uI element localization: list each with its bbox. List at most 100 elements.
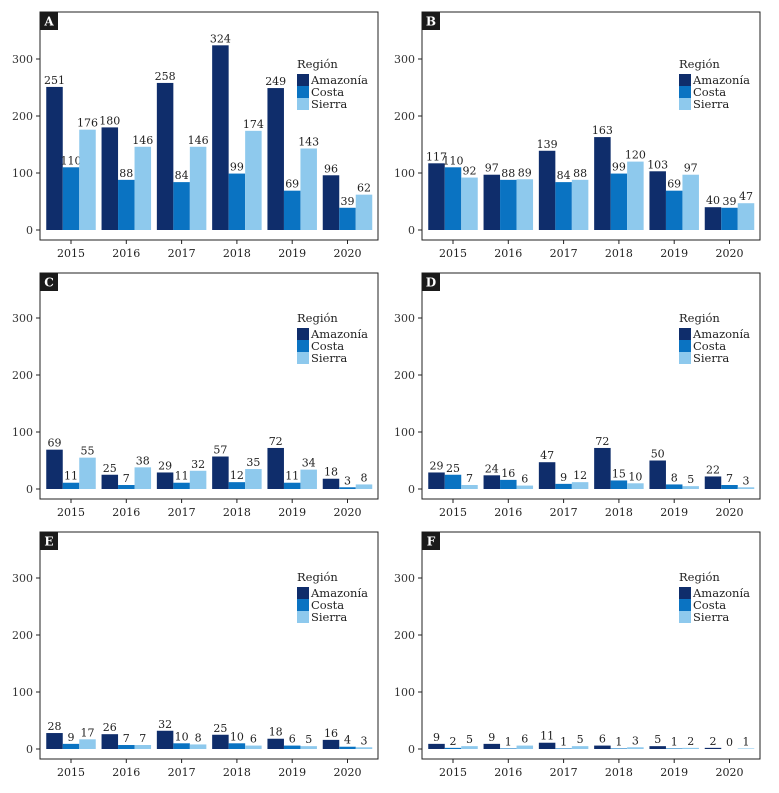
x-tick-label: 2019 — [660, 766, 688, 779]
x-tick-label: 2017 — [168, 506, 196, 519]
panel-label: F — [427, 535, 436, 549]
bar-value-label: 7 — [139, 732, 146, 745]
x-tick-label: 2016 — [494, 766, 522, 779]
bar-sierra — [245, 745, 262, 749]
y-tick-label: 100 — [12, 686, 33, 699]
bar-amazonia — [594, 745, 611, 749]
bar-value-label: 29 — [430, 459, 444, 472]
bar-value-label: 6 — [599, 733, 606, 746]
legend-label: Costa — [693, 85, 726, 99]
bar-amazonia — [649, 171, 666, 230]
x-tick-label: 2018 — [223, 247, 251, 260]
x-tick-label: 2019 — [278, 766, 306, 779]
bar-costa — [339, 746, 356, 749]
panel-frame — [421, 531, 761, 760]
y-tick-label: 0 — [408, 483, 415, 496]
y-tick-label: 0 — [26, 224, 33, 237]
legend-label: Sierra — [693, 97, 729, 111]
x-tick-label: 2018 — [605, 506, 633, 519]
y-tick-label: 200 — [12, 110, 33, 123]
chart-svg: 0 100 200 300 A 251 110 176 2015 180 88 146 2016 258 8… — [12, 11, 379, 260]
bar-costa — [173, 182, 190, 230]
legend-swatch-costa — [297, 340, 309, 352]
bar-value-label: 10 — [628, 470, 642, 483]
bar-sierra — [516, 745, 534, 749]
x-tick-label: 2017 — [550, 766, 578, 779]
bar-costa — [500, 479, 517, 489]
bar-value-label: 8 — [195, 731, 202, 744]
bar-value-label: 11 — [285, 470, 299, 483]
bar-costa — [339, 207, 356, 230]
bar-costa — [610, 748, 628, 749]
bar-value-label: 11 — [175, 470, 189, 483]
bar-value-label: 97 — [684, 162, 698, 175]
bar-sierra — [355, 484, 373, 489]
legend-swatch-costa — [679, 86, 691, 98]
legend-swatch-costa — [297, 599, 309, 611]
legend-swatch-sierra — [679, 611, 691, 623]
bar-value-label: 10 — [230, 730, 244, 743]
bar-value-label: 9 — [488, 731, 495, 744]
legend-label: Costa — [311, 85, 344, 99]
x-tick-label: 2016 — [494, 247, 522, 260]
bar-sierra — [134, 745, 152, 749]
bar-value-label: 50 — [651, 448, 665, 461]
bar-amazonia — [267, 88, 284, 230]
bar-sierra — [682, 174, 699, 230]
y-tick-label: 100 — [394, 167, 415, 180]
bar-value-label: 5 — [687, 473, 694, 486]
bar-value-label: 3 — [344, 474, 351, 487]
legend-label: Sierra — [311, 351, 347, 365]
bar-value-label: 4 — [344, 734, 351, 747]
bar-value-label: 251 — [44, 74, 65, 87]
bar-amazonia — [46, 86, 63, 231]
bar-value-label: 9 — [433, 731, 440, 744]
legend-swatch-sierra — [297, 611, 309, 623]
chart-panel-b: 0 100 200 300 B 117 110 92 2015 97 88 89 2016 139 84 88… — [382, 0, 779, 266]
bar-costa — [665, 748, 683, 749]
panel-frame — [421, 11, 761, 241]
bar-costa — [118, 485, 135, 489]
bar-amazonia — [594, 447, 611, 489]
bar-amazonia — [649, 460, 666, 489]
bar-value-label: 11 — [64, 470, 78, 483]
bar-sierra — [737, 748, 755, 749]
bar-value-label: 7 — [466, 472, 473, 485]
bar-amazonia — [322, 478, 340, 489]
bar-costa — [665, 190, 683, 230]
bar-value-label: 1 — [743, 735, 750, 748]
legend-label: Sierra — [311, 97, 347, 111]
bar-value-label: 24 — [485, 462, 499, 475]
bar-costa — [444, 747, 462, 749]
x-tick-label: 2019 — [278, 247, 306, 260]
bar-value-label: 5 — [654, 733, 661, 746]
bar-value-label: 32 — [158, 718, 172, 731]
chart-panel-e: 0 100 200 300 E 28 9 17 2015 26 7 7 2016 32 10 8 2017 25 1… — [0, 525, 382, 793]
bar-value-label: 249 — [265, 75, 286, 88]
bar-costa — [444, 474, 462, 489]
legend-label: Amazonía — [692, 73, 750, 87]
bar-value-label: 146 — [132, 134, 153, 147]
bar-value-label: 6 — [521, 733, 528, 746]
bar-value-label: 47 — [540, 449, 554, 462]
bar-value-label: 5 — [577, 733, 584, 746]
bar-value-label: 258 — [155, 70, 176, 83]
bar-amazonia — [483, 743, 501, 749]
y-tick-label: 0 — [26, 743, 33, 756]
bar-value-label: 7 — [726, 472, 733, 485]
legend-swatch-costa — [679, 340, 691, 352]
bar-value-label: 18 — [324, 466, 338, 479]
bar-amazonia — [483, 174, 501, 230]
x-tick-label: 2017 — [168, 766, 196, 779]
bar-amazonia — [704, 207, 722, 230]
bar-sierra — [300, 746, 317, 749]
bar-amazonia — [101, 127, 119, 230]
panel-label: C — [44, 276, 54, 290]
bar-amazonia — [538, 742, 556, 749]
panel-label-badge — [40, 12, 58, 30]
y-tick-label: 0 — [26, 483, 33, 496]
bar-value-label: 47 — [739, 190, 753, 203]
bar-value-label: 139 — [537, 138, 558, 151]
